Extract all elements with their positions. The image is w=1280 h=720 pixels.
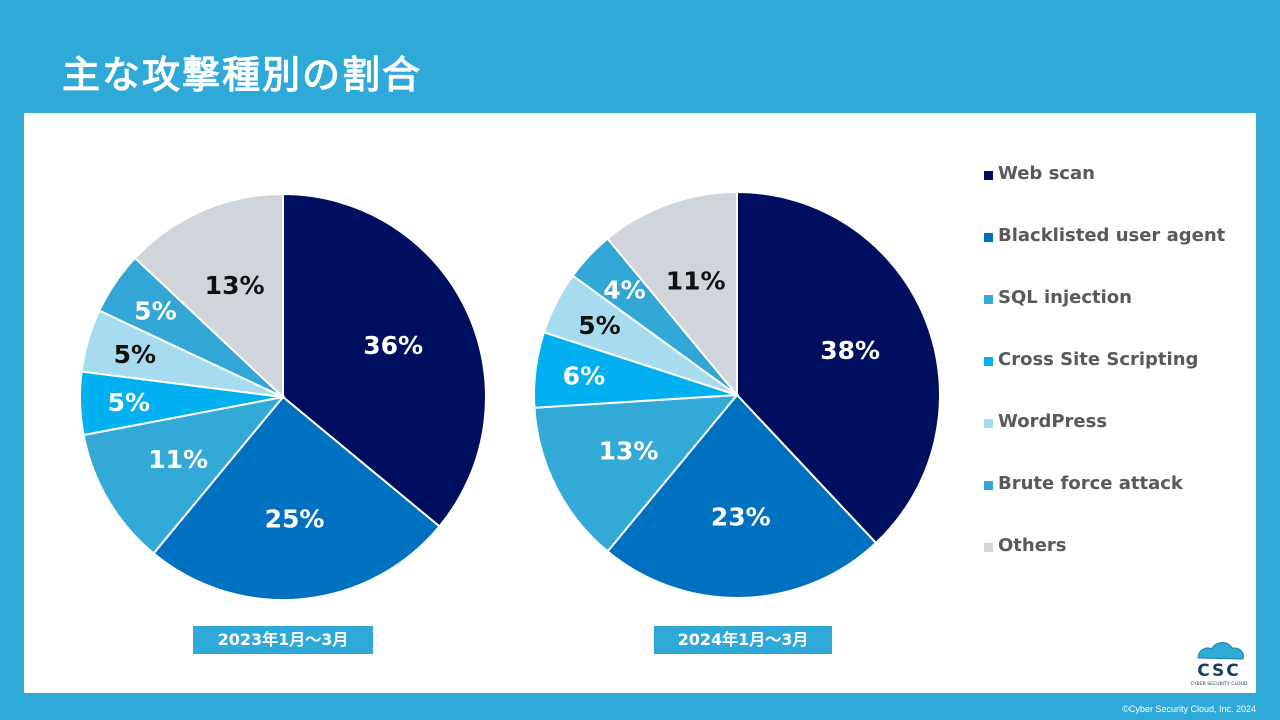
pie-label-others: 11% (666, 266, 726, 295)
legend-swatch (984, 171, 993, 180)
pie-label-wordpress: 5% (114, 340, 156, 369)
legend-item-wordpress: WordPress (984, 411, 1225, 473)
pie-label-sql-injection: 13% (599, 436, 659, 465)
pie-slice-blacklisted-user-agent (152, 395, 441, 601)
legend-label: WordPress (998, 411, 1108, 432)
pie-label-cross-site-scripting: 6% (563, 362, 605, 391)
legend-item-cross-site-scripting: Cross Site Scripting (984, 349, 1225, 411)
legend-swatch (984, 543, 993, 552)
legend-label: SQL injection (998, 287, 1132, 308)
legend-swatch (984, 481, 993, 490)
pie-slice-blacklisted-user-agent (606, 393, 878, 599)
pie-label-web-scan: 36% (363, 331, 423, 360)
legend-item-sql-injection: SQL injection (984, 287, 1225, 349)
legend-swatch (984, 419, 993, 428)
pie-label-brute-force-attack: 4% (603, 275, 645, 304)
pie-label-wordpress: 5% (578, 311, 620, 340)
pie-label-sql-injection: 11% (148, 445, 208, 474)
legend-label: Blacklisted user agent (998, 225, 1226, 246)
legend-item-others: Others (984, 535, 1225, 597)
legend-label: Cross Site Scripting (998, 349, 1199, 370)
pie-slice-sql-injection (533, 393, 740, 553)
pie-charts: 36% 25% 11% 5% 5% 5% 13% 38% 23% 13% 6% 5% 4% 11% (79, 190, 941, 601)
pie-chart-2023: 36% 25% 11% 5% 5% 5% 13% (79, 192, 487, 601)
page-title: 主な攻撃種別の割合 (62, 53, 423, 97)
legend-label: Others (998, 535, 1067, 556)
pie-slice-web-scan (282, 192, 487, 528)
logo-subtext: CYBER SECURITY CLOUD (1191, 681, 1248, 687)
legend-swatch (984, 233, 993, 242)
legend-item-web-scan: Web scan (984, 163, 1225, 225)
legend-swatch (984, 357, 993, 366)
cloud-icon (1197, 642, 1244, 660)
legend-item-brute-force-attack: Brute force attack (984, 473, 1225, 535)
copyright: ©Cyber Security Cloud, Inc. 2024 (1122, 704, 1256, 714)
legend-item-blacklisted-user-agent: Blacklisted user agent (984, 225, 1225, 287)
pie-chart-2024: 38% 23% 13% 6% 5% 4% 11% (533, 190, 941, 599)
pie-label-others: 13% (205, 271, 265, 300)
pie-label-brute-force-attack: 5% (134, 296, 176, 325)
period-label-2023: 2023年1月〜3月 (193, 626, 373, 654)
pie-slice-sql-injection (82, 395, 286, 555)
legend-swatch (984, 295, 993, 304)
pie-slice-others (133, 192, 284, 400)
legend: Web scan Blacklisted user agent SQL inject… (984, 163, 1225, 597)
legend-label: Brute force attack (998, 473, 1183, 494)
period-label-2024: 2024年1月〜3月 (654, 626, 832, 654)
csc-logo: CSC CYBER SECURITY CLOUD (1191, 642, 1248, 687)
logo-text: CSC (1197, 661, 1241, 681)
pie-label-blacklisted-user-agent: 25% (265, 504, 325, 533)
legend-label: Web scan (998, 163, 1095, 184)
chart-panel: 36% 25% 11% 5% 5% 5% 13% 38% 23% 13% 6% 5% 4% 11% 20… (24, 113, 1256, 693)
pie-slice-others (606, 190, 738, 398)
pie-label-blacklisted-user-agent: 23% (711, 503, 771, 532)
pie-label-web-scan: 38% (820, 336, 880, 365)
pie-label-cross-site-scripting: 5% (108, 388, 150, 417)
pie-slice-web-scan (736, 190, 941, 545)
